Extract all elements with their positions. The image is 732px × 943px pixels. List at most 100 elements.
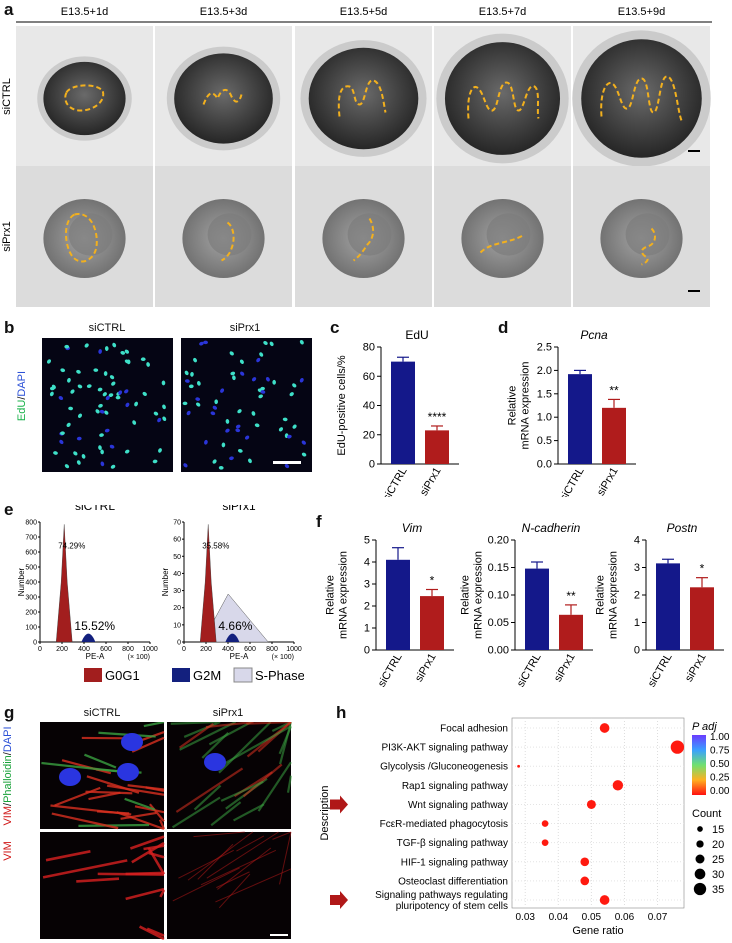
y-axis-label: RelativemRNA expression <box>460 551 485 639</box>
nucleus <box>239 359 244 364</box>
x-tick-label: siPrx1 <box>683 652 709 684</box>
nucleus <box>99 433 104 437</box>
significance-marker: ** <box>566 589 576 603</box>
padj-tick-label: 0.00 <box>710 786 730 797</box>
y-tick-label: 0 <box>364 645 370 657</box>
y-tick-label: 5 <box>364 535 370 547</box>
y-tick-label: 80 <box>363 342 375 354</box>
nucleus <box>237 409 242 414</box>
y-tick-label: 500 <box>25 565 37 572</box>
nucleus <box>272 379 276 385</box>
nucleus <box>134 401 138 407</box>
dot <box>541 839 549 846</box>
x-axis-label: PE-A <box>230 652 249 661</box>
x-tick-label: 0 <box>38 646 42 653</box>
bar-siPrx1 <box>559 614 583 650</box>
nucleus <box>100 449 104 455</box>
highlight-arrow-icon <box>330 891 348 909</box>
panel-label-b: b <box>4 318 15 337</box>
fluorescence-image-2 <box>40 832 166 940</box>
x-tick-label: 400 <box>78 646 90 653</box>
chart-d: Pcna 0.0 0.5 1.0 1.5 2.0 2.5 RelativemRNA expre… <box>507 328 636 498</box>
count-legend-label: 25 <box>712 854 724 866</box>
nucleus <box>112 342 117 348</box>
nucleus <box>197 380 201 386</box>
nucleus <box>221 442 226 448</box>
nucleus <box>67 377 71 383</box>
nucleus <box>218 466 224 470</box>
x-tick-label: siCTRL <box>376 652 405 690</box>
bar-siCTRL <box>391 361 415 464</box>
chart-title: N-cadherin <box>522 521 581 535</box>
x-tick-label: siCTRL <box>646 652 675 690</box>
timepoint-label: E13.5+7d <box>479 6 526 18</box>
x-scale-note: (× 100) <box>128 654 150 661</box>
nucleus <box>188 384 194 389</box>
nucleus <box>292 424 297 429</box>
nucleus <box>196 402 201 407</box>
y-tick-label: 700 <box>25 535 37 542</box>
nucleus <box>153 411 159 416</box>
y-tick-label: 600 <box>25 550 37 557</box>
nucleus <box>184 379 190 383</box>
dot <box>599 895 610 905</box>
panel-g-images <box>40 722 292 940</box>
nucleus <box>104 410 109 415</box>
panel-label-h: h <box>336 703 347 722</box>
x-tick-label: siPrx1 <box>595 466 621 498</box>
y-tick-label: 100 <box>25 625 37 632</box>
scale-bar <box>273 461 301 464</box>
nucleus <box>60 431 65 436</box>
y-tick-label: 1.5 <box>537 388 552 400</box>
nucleus <box>132 420 137 425</box>
highlight-arrow-icon <box>330 795 348 814</box>
count-legend-dot <box>693 882 707 896</box>
nucleus <box>142 391 147 396</box>
y-tick-label: 3 <box>634 562 640 574</box>
count-legend-dot <box>696 840 704 848</box>
x-tick-label: 200 <box>200 646 212 653</box>
x-tick-label: 800 <box>122 646 134 653</box>
nucleus <box>204 439 208 445</box>
category-label: PI3K-AKT signaling pathway <box>381 743 508 754</box>
nucleus <box>105 395 110 401</box>
histogram-title: siPrx1 <box>222 505 256 513</box>
y-tick-label: 0.05 <box>488 617 509 629</box>
nucleus <box>152 459 158 464</box>
dot <box>517 764 521 768</box>
nucleus <box>183 463 188 468</box>
y-tick-label: 200 <box>25 610 37 617</box>
padj-tick-label: 1.00 <box>710 732 730 743</box>
y-tick-label: 4 <box>364 557 370 569</box>
legend-swatch <box>233 667 253 683</box>
nucleus <box>76 460 81 465</box>
nucleus <box>251 411 256 416</box>
nucleus <box>64 464 70 469</box>
chart-title: EdU <box>405 328 428 342</box>
x-tick-label: 1000 <box>286 646 302 653</box>
y-tick-label: 0.00 <box>488 645 509 657</box>
nucleus <box>161 380 166 386</box>
nucleus <box>232 375 236 381</box>
x-tick-label: 0.03 <box>515 912 535 923</box>
y-tick-label: 50 <box>173 554 181 561</box>
nucleus <box>292 383 297 388</box>
x-axis-label: Gene ratio <box>572 925 623 937</box>
nucleus <box>115 395 121 400</box>
y-tick-label: 0 <box>634 645 640 657</box>
g2m-peak <box>81 633 96 642</box>
nucleus <box>254 423 260 428</box>
y-tick-label: 0 <box>33 640 37 647</box>
nucleus <box>193 357 198 363</box>
dot <box>599 723 610 733</box>
nucleus <box>162 416 167 422</box>
y-tick-label: 2.5 <box>537 342 552 354</box>
y-tick-label: 2 <box>634 590 640 602</box>
x-axis-label: PE-A <box>86 652 105 661</box>
nucleus <box>95 409 100 414</box>
nucleus <box>102 392 107 397</box>
category-label: Wnt signaling pathway <box>408 800 508 811</box>
y-tick-label: 300 <box>25 595 37 602</box>
panel-label-d: d <box>498 318 509 337</box>
category-label: Rap1 signaling pathway <box>402 781 508 792</box>
